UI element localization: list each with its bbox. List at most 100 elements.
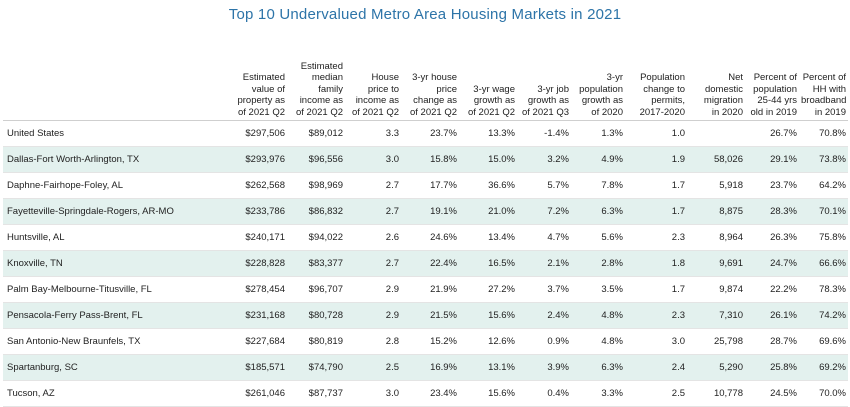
value-cell: 21.5%	[401, 302, 459, 329]
value-cell: $96,556	[287, 146, 345, 173]
column-header: Estimated median family income as of 2021 Q2	[287, 40, 345, 121]
value-cell: 1.8	[625, 250, 687, 277]
column-header-line: of 2021 Q2	[351, 106, 399, 118]
value-cell: $240,171	[223, 224, 287, 251]
table-row: Dallas-Fort Worth-Arlington, TX $293,976 $…	[3, 146, 848, 173]
value-cell: $228,828	[223, 250, 287, 277]
metro-name-cell: Pensacola-Ferry Pass-Brent, FL	[3, 302, 223, 329]
value-cell: 2.5	[345, 354, 401, 381]
table-row: Pensacola-Ferry Pass-Brent, FL $231,168 $8…	[3, 302, 848, 329]
column-header: 3-yr job growth as of 2021 Q3	[517, 40, 571, 121]
column-header-line: change as	[413, 95, 457, 106]
value-cell: 2.8%	[571, 250, 625, 277]
metro-name-cell: Dallas-Fort Worth-Arlington, TX	[3, 146, 223, 173]
column-header-line: income as	[355, 95, 399, 106]
metro-name-cell: Spartanburg, SC	[3, 354, 223, 381]
value-cell: 22.2%	[745, 276, 799, 303]
value-cell: 5,918	[687, 172, 745, 199]
value-cell: 23.7%	[745, 172, 799, 199]
value-cell	[687, 120, 745, 147]
value-cell: $94,022	[287, 224, 345, 251]
value-cell: 4.9%	[571, 146, 625, 173]
value-cell: 2.5	[625, 380, 687, 407]
table-row: Tucson, AZ $261,046 $87,737 3.0 23.4% 15.6% 0.…	[3, 380, 848, 407]
value-cell: 9,691	[687, 250, 745, 277]
value-cell: 15.8%	[401, 146, 459, 173]
value-cell: 25.8%	[745, 354, 799, 381]
value-cell: 3.2%	[517, 146, 571, 173]
value-cell: 7,310	[687, 302, 745, 329]
value-cell: 70.0%	[799, 380, 848, 407]
value-cell: 2.9	[345, 302, 401, 329]
value-cell: 10,778	[687, 380, 745, 407]
column-header-line: in 2020	[711, 106, 743, 118]
table-row: Daphne-Fairhope-Foley, AL $262,568 $98,969…	[3, 172, 848, 199]
table-row: Huntsville, AL $240,171 $94,022 2.6 24.6% 13.…	[3, 224, 848, 251]
column-header-line: 3-yr house	[412, 72, 457, 83]
value-cell: 16.9%	[401, 354, 459, 381]
value-cell: -1.4%	[517, 120, 571, 147]
column-header-line: broadband	[801, 95, 847, 106]
value-cell: 69.6%	[799, 328, 848, 355]
value-cell: 1.0	[625, 120, 687, 147]
value-cell: 3.3%	[571, 380, 625, 407]
value-cell: 5.6%	[571, 224, 625, 251]
column-header-line: of 2021 Q2	[295, 106, 343, 118]
value-cell: 3.0	[345, 380, 401, 407]
column-header-line: of 2021 Q2	[467, 106, 515, 118]
value-cell: 6.3%	[571, 354, 625, 381]
table-row: Spartanburg, SC $185,571 $74,790 2.5 16.9% 13…	[3, 354, 848, 381]
value-cell: 3.0	[345, 146, 401, 173]
value-cell: 75.8%	[799, 224, 848, 251]
value-cell: $233,786	[223, 198, 287, 225]
value-cell: 13.3%	[459, 120, 517, 147]
value-cell: 2.7	[345, 172, 401, 199]
value-cell: 5,290	[687, 354, 745, 381]
table-header-row: Estimated value of property as of 2021 Q2 Es…	[3, 40, 848, 121]
value-cell: 73.8%	[799, 146, 848, 173]
value-cell: 28.7%	[745, 328, 799, 355]
value-cell: 25,798	[687, 328, 745, 355]
value-cell: 23.7%	[401, 120, 459, 147]
value-cell: $80,728	[287, 302, 345, 329]
value-cell: 2.1%	[517, 250, 571, 277]
value-cell: $278,454	[223, 276, 287, 303]
column-header-line: growth as	[473, 95, 515, 106]
value-cell: 22.4%	[401, 250, 459, 277]
value-cell: 15.2%	[401, 328, 459, 355]
value-cell: 19.1%	[401, 198, 459, 225]
value-cell: $80,819	[287, 328, 345, 355]
column-header-line: 3-yr	[606, 72, 623, 83]
column-header: Population change to permits, 2017-2020	[625, 40, 687, 121]
table-row: San Antonio-New Braunfels, TX $227,684 $80…	[3, 328, 848, 355]
value-cell: 0.4%	[517, 380, 571, 407]
value-cell: 2.7	[345, 198, 401, 225]
metro-name-cell: Tucson, AZ	[3, 380, 223, 407]
value-cell: 74.2%	[799, 302, 848, 329]
column-header-line: 25-44 yrs	[757, 95, 797, 106]
column-header-line: of 2021 Q2	[409, 106, 457, 118]
column-header: Net domestic migration in 2020	[687, 40, 745, 121]
value-cell: 2.9	[345, 276, 401, 303]
value-cell: 1.9	[625, 146, 687, 173]
column-header-line: property as	[237, 95, 285, 106]
value-cell: $261,046	[223, 380, 287, 407]
value-cell: 4.8%	[571, 328, 625, 355]
value-cell: $83,377	[287, 250, 345, 277]
value-cell: 21.0%	[459, 198, 517, 225]
value-cell: 15.6%	[459, 380, 517, 407]
value-cell: 1.3%	[571, 120, 625, 147]
table-row: United States $297,506 $89,012 3.3 23.7% 13.3…	[3, 120, 848, 147]
column-header: Percent of HH with broadband in 2019	[799, 40, 848, 121]
value-cell: 5.7%	[517, 172, 571, 199]
value-cell: 66.6%	[799, 250, 848, 277]
value-cell: 27.2%	[459, 276, 517, 303]
value-cell: 26.1%	[745, 302, 799, 329]
value-cell: 8,964	[687, 224, 745, 251]
column-header-line: income as	[299, 95, 343, 106]
column-header-line: price to	[367, 83, 399, 95]
value-cell: 23.4%	[401, 380, 459, 407]
column-header-line: population	[579, 83, 623, 95]
value-cell: 13.4%	[459, 224, 517, 251]
column-header-line: domestic	[704, 83, 743, 95]
